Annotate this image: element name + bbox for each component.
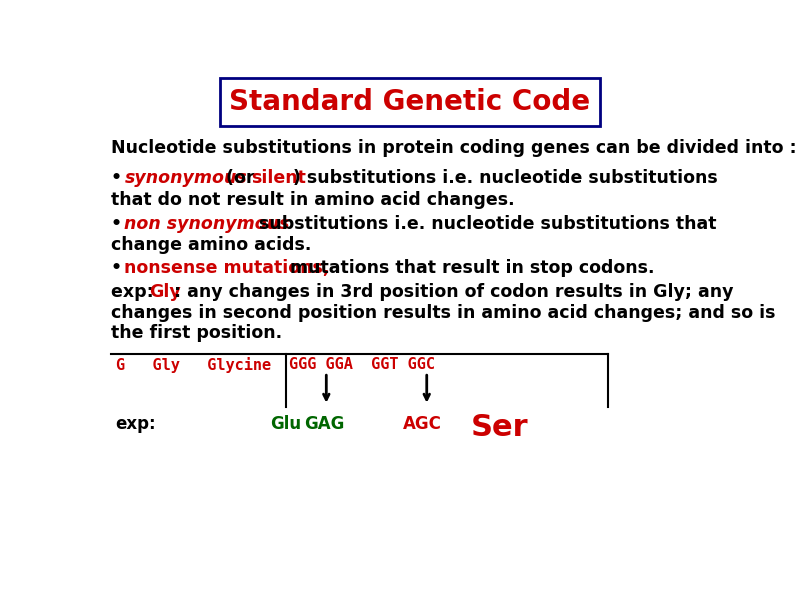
Text: •: • <box>111 259 128 277</box>
Text: mutations that result in stop codons.: mutations that result in stop codons. <box>283 259 654 277</box>
Text: change amino acids.: change amino acids. <box>111 236 311 254</box>
Text: Standard Genetic Code: Standard Genetic Code <box>230 88 590 116</box>
Text: silent: silent <box>251 169 306 187</box>
Text: Ser: Ser <box>470 413 528 442</box>
Text: non synonymous: non synonymous <box>125 215 290 233</box>
Text: exp:: exp: <box>111 283 160 301</box>
Text: G   Gly   Glycine: G Gly Glycine <box>115 357 270 373</box>
Text: exp:: exp: <box>115 415 156 433</box>
Text: AGC: AGC <box>402 415 442 433</box>
Text: (or: (or <box>219 169 260 187</box>
Text: the first position.: the first position. <box>111 324 282 342</box>
Text: changes in second position results in amino acid changes; and so is: changes in second position results in am… <box>111 304 776 322</box>
Text: nonsense mutations,: nonsense mutations, <box>125 259 330 277</box>
Text: GAG: GAG <box>305 415 345 433</box>
Text: •: • <box>111 169 128 187</box>
Text: synonymous: synonymous <box>125 169 247 187</box>
Text: GGG GGA  GGT GGC: GGG GGA GGT GGC <box>289 357 435 372</box>
Text: Gly: Gly <box>149 283 181 301</box>
Text: : any changes in 3rd position of codon results in Gly; any: : any changes in 3rd position of codon r… <box>174 283 733 301</box>
Text: substitutions i.e. nucleotide substitutions that: substitutions i.e. nucleotide substituti… <box>253 215 716 233</box>
Text: Glu: Glu <box>270 415 302 433</box>
Text: ) substitutions i.e. nucleotide substitutions: ) substitutions i.e. nucleotide substitu… <box>294 169 718 187</box>
Text: that do not result in amino acid changes.: that do not result in amino acid changes… <box>111 191 514 209</box>
Text: Nucleotide substitutions in protein coding genes can be divided into :: Nucleotide substitutions in protein codi… <box>111 139 797 157</box>
Text: •: • <box>111 215 128 233</box>
